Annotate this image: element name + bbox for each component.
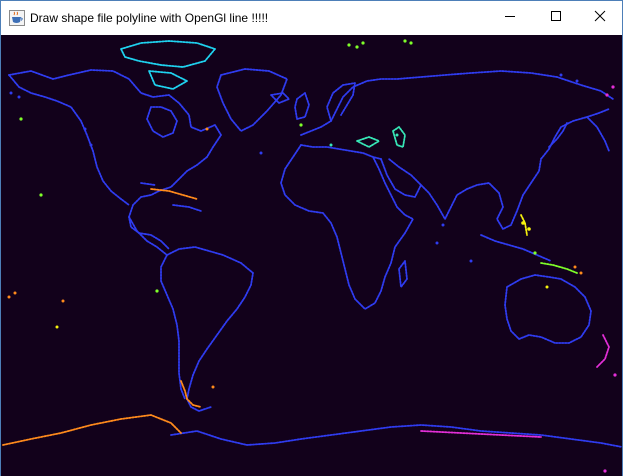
island-dot	[521, 221, 525, 225]
coast-philippines	[520, 214, 528, 236]
close-icon	[594, 9, 606, 27]
island-dot	[13, 291, 17, 295]
coast-arabia	[380, 158, 422, 198]
coast-antarctica	[170, 424, 622, 448]
coast-patagonia	[180, 380, 202, 408]
orange-islands	[7, 127, 583, 389]
island-dot	[89, 143, 93, 147]
island-dot	[579, 271, 583, 275]
maximize-icon	[550, 9, 562, 27]
window-title: Draw shape file polyline with OpenGl lin…	[30, 11, 269, 25]
island-dot	[361, 41, 365, 45]
minimize-button[interactable]	[487, 1, 533, 35]
island-dot	[355, 45, 359, 49]
island-dot	[575, 79, 579, 83]
coast-east-asia	[466, 108, 610, 230]
java-cup-icon	[9, 10, 25, 26]
minimize-icon	[504, 9, 516, 27]
coast-central-america	[128, 216, 168, 256]
island-dot	[559, 73, 563, 77]
island-dot	[435, 241, 439, 245]
coast-hudson-bay	[146, 106, 178, 138]
coast-antarctica-orange	[2, 414, 182, 446]
island-dot	[611, 85, 615, 89]
scattered-islands	[9, 73, 579, 263]
coast-caribbean-islands	[140, 182, 202, 212]
island-dot	[605, 93, 609, 97]
island-dot	[259, 151, 263, 155]
coast-africa	[280, 144, 414, 310]
island-dot	[403, 39, 407, 43]
coast-scandinavia	[326, 82, 356, 122]
magenta-islands	[603, 85, 617, 473]
coast-caspian	[392, 126, 406, 148]
island-dot	[441, 223, 445, 227]
island-dot	[83, 127, 87, 131]
island-dot	[469, 259, 473, 263]
coast-madagascar	[398, 260, 408, 288]
coast-north-america	[8, 69, 222, 250]
coast-iceland	[270, 92, 290, 104]
island-dot	[39, 193, 43, 197]
coast-indonesia	[480, 234, 552, 262]
island-dot	[347, 43, 351, 47]
island-dot	[61, 299, 65, 303]
coast-north-america-west	[8, 74, 130, 206]
title-bar[interactable]: Draw shape file polyline with OpenGl lin…	[1, 1, 622, 35]
coast-new-zealand	[596, 334, 610, 368]
close-button[interactable]	[577, 1, 623, 35]
coast-antarctica-east	[420, 430, 542, 438]
coast-arctic-islands	[120, 40, 216, 90]
opengl-map-canvas[interactable]	[1, 35, 622, 476]
island-dot	[19, 117, 23, 121]
coast-uk	[294, 92, 310, 120]
island-dot	[211, 385, 215, 389]
island-dot	[395, 133, 399, 137]
island-dot	[613, 373, 617, 377]
world-coastline-map	[2, 39, 622, 473]
island-dot	[545, 285, 549, 289]
island-dot	[155, 289, 159, 293]
island-dot	[329, 143, 333, 147]
island-dot	[533, 251, 537, 255]
coast-japan	[548, 122, 568, 148]
green-islands	[19, 39, 537, 293]
coast-mediterranean	[300, 144, 382, 160]
coast-caribbean	[150, 188, 198, 200]
island-dot	[9, 91, 13, 95]
island-dot	[299, 123, 303, 127]
coast-kamchatka	[586, 116, 610, 152]
island-dot	[17, 95, 21, 99]
coast-greenland	[216, 68, 288, 132]
teal-islands	[329, 133, 399, 147]
coast-new-guinea	[540, 262, 578, 274]
coast-india	[420, 184, 468, 220]
yellow-islands	[55, 221, 549, 329]
island-dot	[409, 41, 413, 45]
island-dot	[55, 325, 59, 329]
island-dot	[603, 469, 607, 473]
island-dot	[7, 295, 11, 299]
maximize-button[interactable]	[533, 1, 579, 35]
coast-australia	[504, 274, 592, 344]
island-dot	[205, 127, 209, 131]
coast-south-america-west	[160, 254, 186, 400]
island-dot	[527, 227, 531, 231]
island-dot	[573, 265, 577, 269]
coast-black-sea	[356, 136, 380, 148]
